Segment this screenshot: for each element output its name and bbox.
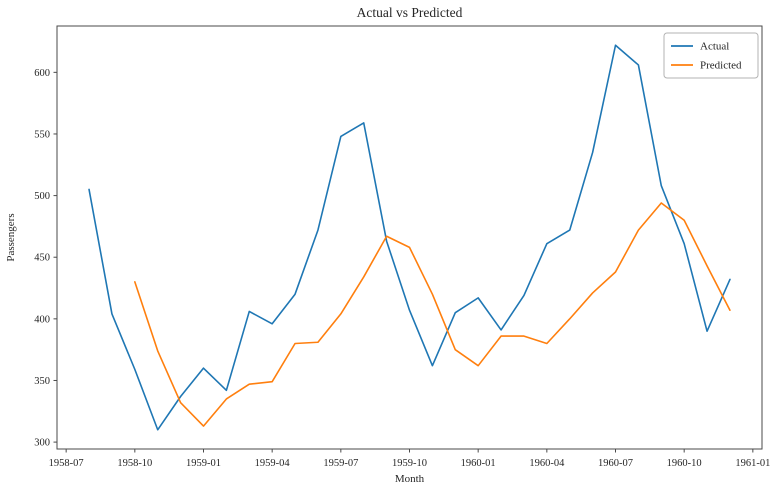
legend-label-actual: Actual (700, 41, 729, 53)
x-tick-label: 1959-10 (392, 458, 427, 469)
x-tick-label: 1959-04 (255, 458, 291, 469)
x-tick-label: 1958-10 (117, 458, 152, 469)
legend: Actual Predicted (663, 32, 759, 79)
x-axis-label: Month (395, 473, 425, 485)
y-axis: 300 350 400 450 500 550 600 (34, 68, 57, 449)
x-tick-label: 1959-01 (186, 458, 221, 469)
plot-area (56, 25, 763, 450)
series-line-actual (88, 44, 731, 431)
y-tick-label: 300 (34, 438, 50, 449)
x-tick-label: 1961-01 (735, 458, 770, 469)
x-axis: 1958-07 1958-10 1959-01 1959-04 1959-07 1959-… (49, 449, 770, 469)
y-axis-label: Passengers (5, 213, 17, 261)
x-tick-label: 1960-01 (461, 458, 496, 469)
y-tick-label: 400 (34, 314, 50, 325)
legend-box (663, 32, 759, 79)
y-tick-label: 500 (34, 191, 50, 202)
x-tick-label: 1958-07 (49, 458, 84, 469)
x-tick-label: 1959-07 (323, 458, 358, 469)
y-tick-label: 600 (34, 68, 50, 79)
legend-label-predicted: Predicted (700, 60, 742, 72)
y-tick-label: 350 (34, 376, 50, 387)
x-tick-label: 1960-04 (529, 458, 565, 469)
x-tick-label: 1960-07 (598, 458, 633, 469)
x-tick-label: 1960-10 (667, 458, 702, 469)
series-line-predicted (134, 202, 731, 427)
y-tick-label: 450 (34, 253, 50, 264)
chart-title: Actual vs Predicted (357, 5, 463, 20)
y-tick-label: 550 (34, 129, 50, 140)
